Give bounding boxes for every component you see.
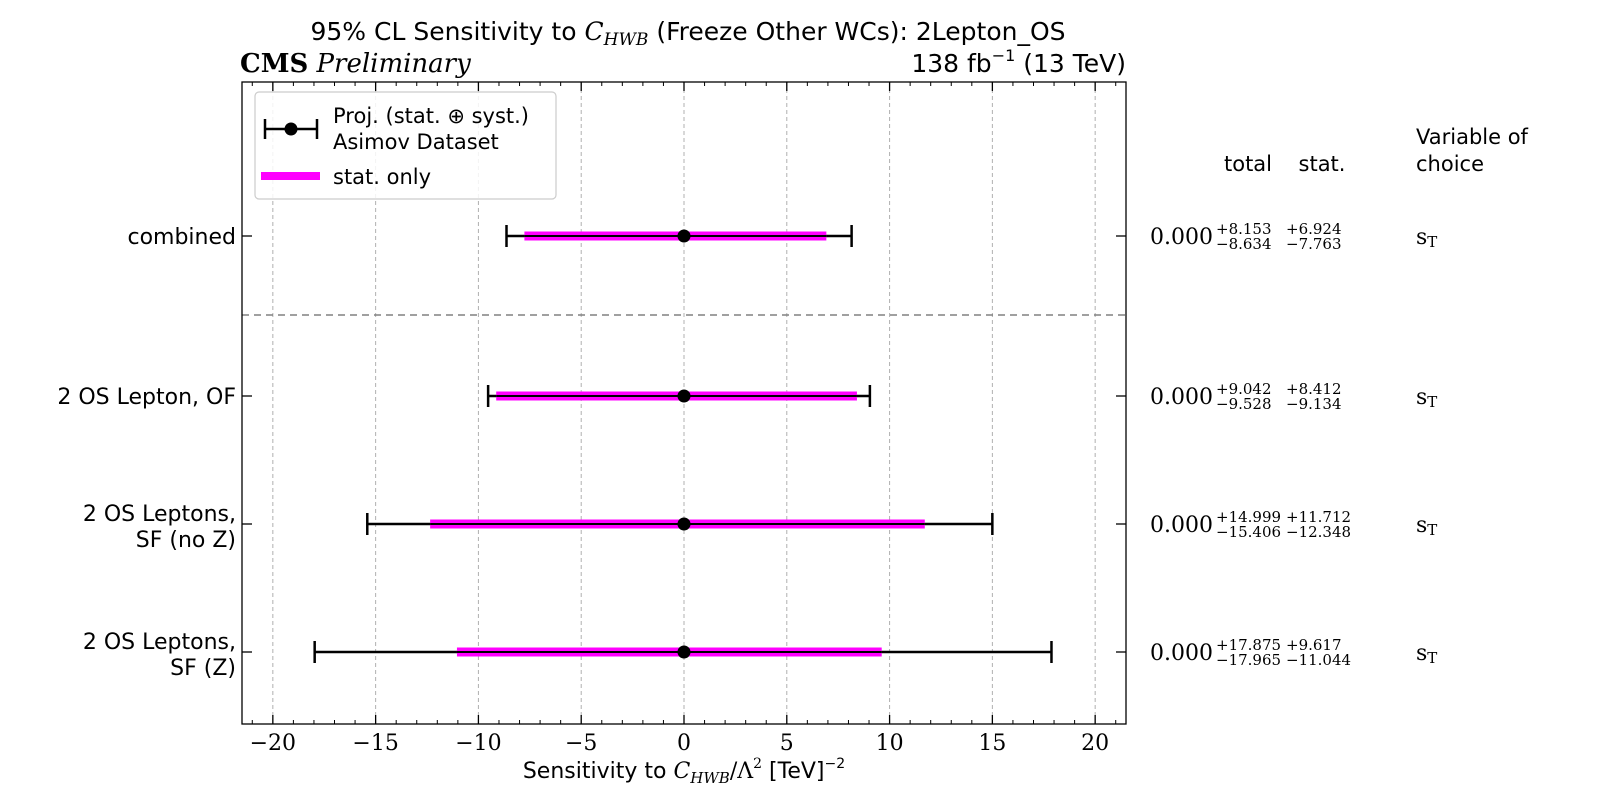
stat-down-value: −11.044 [1286, 651, 1351, 669]
x-tick-label: 5 [780, 731, 794, 756]
row-label-line1: 2 OS Leptons, [83, 630, 236, 655]
stat-up-value: +9.617 [1286, 636, 1342, 654]
central-value-marker [677, 645, 691, 659]
variable-of-choice: sT [1416, 641, 1437, 667]
row-label-line1: 2 OS Leptons, [83, 502, 236, 527]
central-value-marker [677, 229, 691, 243]
legend-proj-label-line1: Proj. (stat. ⊕ syst.) [333, 104, 529, 128]
center-value: 0.000 [1150, 385, 1213, 410]
row-label: combined [127, 225, 236, 250]
table-header-total: total [1224, 152, 1272, 176]
x-tick-label: −15 [352, 731, 398, 756]
row-label-line2: SF (Z) [170, 656, 236, 681]
stat-up-value: +11.712 [1286, 508, 1351, 526]
results-table: 0.000 +8.153−8.634+6.924−7.763 sT0.000 +9.0… [1150, 220, 1437, 669]
total-down-value: −8.634 [1216, 235, 1272, 253]
total-down-value: −17.965 [1216, 651, 1281, 669]
table-header-variable-line1: Variable of [1416, 125, 1529, 149]
variable-of-choice: sT [1416, 513, 1437, 539]
x-tick-label: 0 [677, 731, 691, 756]
center-value: 0.000 [1150, 513, 1213, 538]
row-label-line2: SF (no Z) [136, 528, 236, 553]
legend-stat-label: stat. only [333, 165, 431, 189]
table-header-variable-line2: choice [1416, 152, 1484, 176]
central-value-marker [677, 517, 691, 531]
x-axis: −20 −15 −10 −5 0 5 10 15 20 [242, 82, 1126, 756]
table-header-stat: stat. [1299, 152, 1346, 176]
total-up-value: +14.999 [1216, 508, 1281, 526]
x-tick-label: −5 [565, 731, 597, 756]
total-up-value: +17.875 [1216, 636, 1281, 654]
x-tick-label: 20 [1081, 731, 1109, 756]
data-marks [242, 225, 1126, 663]
legend: Proj. (stat. ⊕ syst.) Asimov Dataset sta… [254, 91, 557, 200]
lumi-label: 138 fb−1 (13 TeV) [911, 46, 1126, 78]
total-up-value: +8.153 [1216, 220, 1272, 238]
legend-box [254, 91, 557, 200]
variable-of-choice: sT [1416, 385, 1437, 411]
center-value: 0.000 [1150, 225, 1213, 250]
legend-proj-label-line2: Asimov Dataset [333, 130, 499, 154]
x-tick-label: 10 [876, 731, 904, 756]
experiment-label: CMS Preliminary [240, 49, 471, 79]
x-tick-label: −20 [250, 731, 296, 756]
legend-errorbar-icon [263, 119, 319, 139]
center-value: 0.000 [1150, 641, 1213, 666]
stat-down-value: −7.763 [1286, 235, 1342, 253]
total-up-value: +9.042 [1216, 380, 1272, 398]
stat-down-value: −12.348 [1286, 523, 1351, 541]
x-tick-label: 15 [978, 731, 1006, 756]
x-axis-title: Sensitivity to CHWB/Λ2 [TeV]−2 [523, 756, 845, 787]
total-down-value: −15.406 [1216, 523, 1281, 541]
row-label: 2 OS Lepton, OF [57, 385, 236, 410]
chart-title: 95% CL Sensitivity to CHWB (Freeze Other… [310, 17, 1065, 50]
total-down-value: −9.528 [1216, 395, 1272, 413]
stat-up-value: +6.924 [1286, 220, 1342, 238]
central-value-marker [677, 389, 691, 403]
stat-down-value: −9.134 [1286, 395, 1342, 413]
variable-of-choice: sT [1416, 225, 1437, 251]
stat-up-value: +8.412 [1286, 380, 1342, 398]
x-tick-label: −10 [455, 731, 501, 756]
